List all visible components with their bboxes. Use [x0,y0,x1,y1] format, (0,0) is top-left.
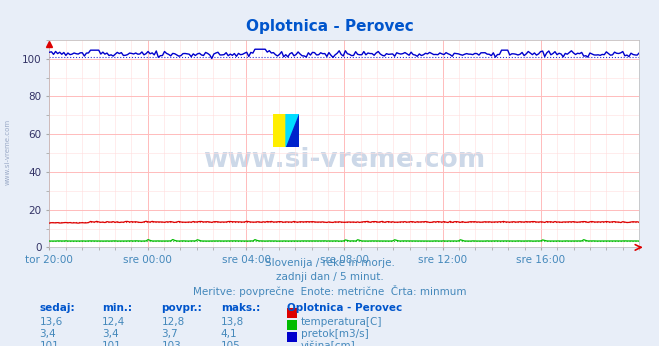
Polygon shape [286,114,299,147]
Text: sedaj:: sedaj: [40,303,75,313]
Bar [273,114,286,147]
Text: min.:: min.: [102,303,132,313]
Text: www.si-vreme.com: www.si-vreme.com [5,119,11,185]
Text: povpr.:: povpr.: [161,303,202,313]
Text: višina[cm]: višina[cm] [301,341,356,346]
Text: Meritve: povprečne  Enote: metrične  Črta: minmum: Meritve: povprečne Enote: metrične Črta:… [192,285,467,298]
Text: 13,8: 13,8 [221,317,244,327]
Text: 4,1: 4,1 [221,329,237,339]
Text: 3,4: 3,4 [40,329,56,339]
Text: 13,6: 13,6 [40,317,63,327]
Text: zadnji dan / 5 minut.: zadnji dan / 5 minut. [275,272,384,282]
Text: Oplotnica - Perovec: Oplotnica - Perovec [246,19,413,34]
Text: maks.:: maks.: [221,303,260,313]
Text: pretok[m3/s]: pretok[m3/s] [301,329,369,339]
Polygon shape [286,114,299,147]
Text: temperatura[C]: temperatura[C] [301,317,383,327]
Text: 3,4: 3,4 [102,329,119,339]
Text: 105: 105 [221,341,241,346]
Text: 12,8: 12,8 [161,317,185,327]
Text: Slovenija / reke in morje.: Slovenija / reke in morje. [264,258,395,268]
Text: 3,7: 3,7 [161,329,178,339]
Text: 101: 101 [102,341,122,346]
Text: www.si-vreme.com: www.si-vreme.com [203,147,486,173]
Text: Oplotnica - Perovec: Oplotnica - Perovec [287,303,402,313]
Text: 103: 103 [161,341,181,346]
Text: 101: 101 [40,341,59,346]
Text: 12,4: 12,4 [102,317,125,327]
